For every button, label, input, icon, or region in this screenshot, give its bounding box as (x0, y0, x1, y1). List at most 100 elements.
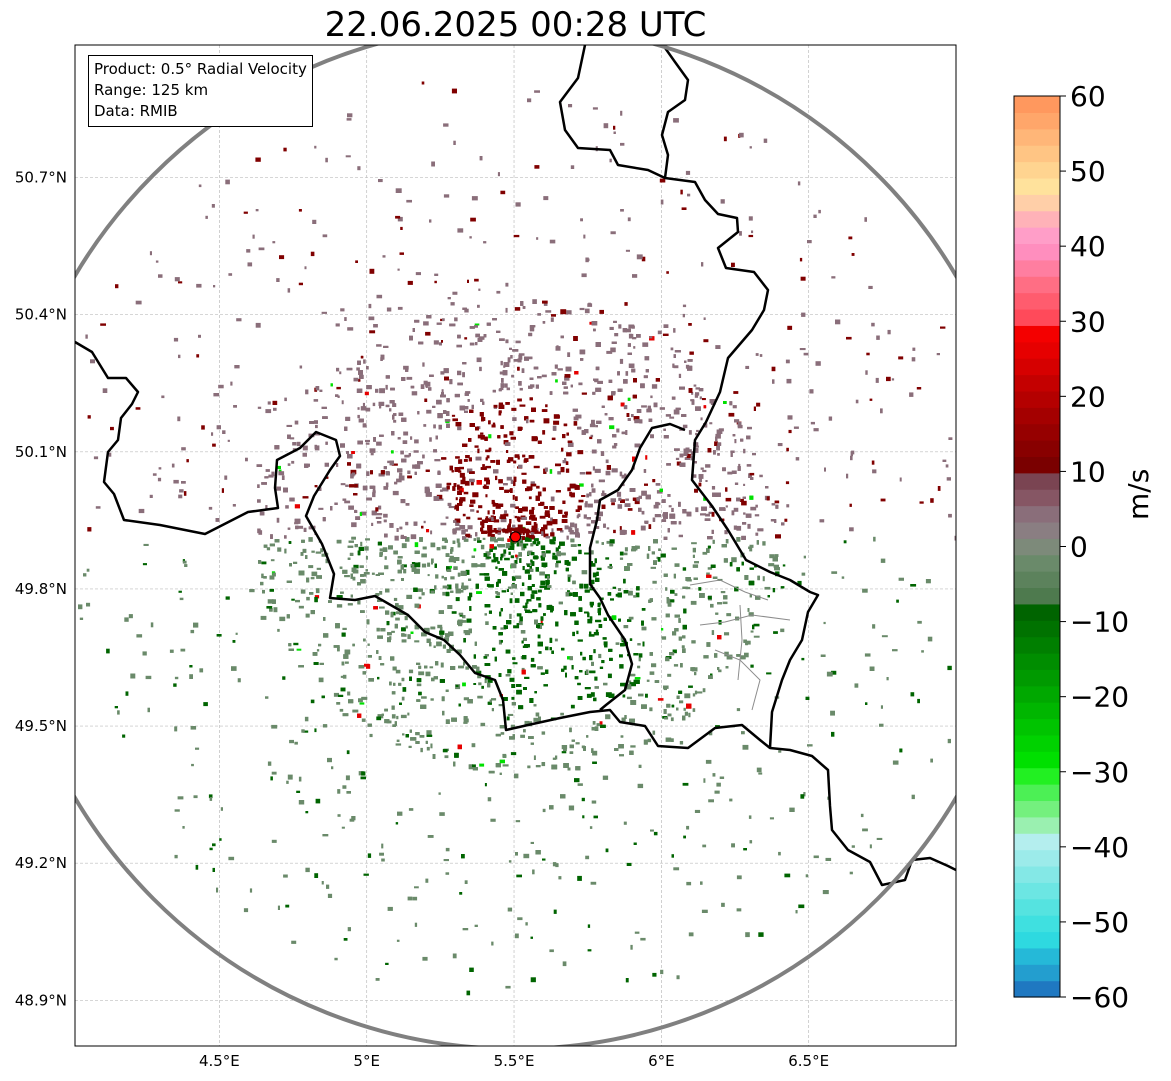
velocity-echo-cell (720, 591, 726, 594)
velocity-echo-cell (369, 448, 376, 453)
velocity-echo-cell (543, 563, 546, 568)
velocity-echo-cell (395, 669, 401, 674)
velocity-echo-cell (500, 514, 506, 519)
velocity-echo-cell (544, 467, 548, 472)
velocity-echo-cell (651, 617, 657, 621)
velocity-echo-cell (441, 389, 444, 392)
velocity-echo-cell (455, 684, 459, 687)
velocity-echo-cell (393, 682, 396, 686)
velocity-echo-cell (756, 540, 759, 545)
velocity-echo-cell (528, 534, 535, 539)
velocity-echo-cell (673, 867, 680, 871)
velocity-echo-cell (463, 459, 468, 462)
velocity-echo-cell (734, 586, 739, 592)
velocity-echo-cell (533, 465, 540, 469)
velocity-echo-cell (421, 81, 425, 85)
velocity-echo-cell (899, 748, 903, 753)
velocity-echo-cell (169, 649, 174, 653)
velocity-echo-cell (398, 412, 404, 416)
velocity-echo-cell (675, 407, 681, 410)
velocity-echo-cell (488, 770, 495, 774)
velocity-echo-cell (683, 453, 688, 456)
velocity-echo-cell (422, 546, 427, 550)
velocity-echo-cell (574, 371, 579, 375)
velocity-echo-cell (963, 489, 967, 492)
velocity-echo-cell (643, 739, 648, 745)
velocity-echo-cell (678, 636, 682, 641)
velocity-echo-cell (389, 681, 392, 686)
velocity-echo-cell (208, 794, 213, 799)
velocity-echo-cell (502, 370, 508, 376)
velocity-echo-cell (628, 363, 635, 368)
velocity-echo-cell (358, 546, 364, 551)
velocity-echo-cell (198, 184, 202, 188)
velocity-echo-cell (305, 613, 310, 618)
velocity-echo-cell (641, 256, 646, 262)
velocity-echo-cell (598, 611, 601, 616)
velocity-echo-cell (695, 507, 699, 513)
velocity-echo-cell (443, 410, 447, 414)
velocity-echo-cell (584, 503, 588, 508)
velocity-echo-cell (669, 513, 676, 519)
velocity-echo-cell (314, 873, 319, 878)
velocity-echo-cell (476, 591, 482, 594)
velocity-echo-cell (823, 621, 826, 625)
velocity-echo-cell (488, 420, 491, 425)
velocity-echo-cell (467, 279, 469, 283)
velocity-echo-cell (400, 226, 403, 230)
velocity-echo-cell (545, 550, 551, 554)
velocity-echo-cell (919, 501, 924, 504)
velocity-echo-cell (585, 855, 590, 860)
velocity-echo-cell (572, 580, 576, 585)
velocity-echo-cell (593, 328, 596, 332)
velocity-echo-cell (422, 454, 425, 459)
velocity-echo-cell (341, 632, 346, 637)
velocity-echo-cell (569, 483, 576, 489)
velocity-echo-cell (501, 378, 504, 383)
velocity-echo-cell (462, 513, 466, 517)
velocity-echo-cell (496, 459, 500, 465)
velocity-echo-cell (511, 374, 514, 378)
velocity-echo-cell (560, 712, 564, 716)
velocity-echo-cell (524, 720, 530, 726)
velocity-echo-cell (753, 406, 756, 411)
velocity-echo-cell (653, 504, 659, 509)
velocity-echo-cell (748, 815, 752, 819)
velocity-echo-cell (572, 631, 575, 637)
velocity-echo-cell (694, 448, 699, 453)
velocity-echo-cell (531, 517, 537, 521)
velocity-echo-cell (841, 576, 845, 579)
velocity-echo-cell (265, 696, 269, 699)
velocity-echo-cell (535, 543, 539, 546)
velocity-echo-cell (911, 794, 915, 800)
velocity-echo-cell (333, 692, 339, 697)
velocity-echo-cell (451, 611, 457, 614)
velocity-echo-cell (505, 307, 508, 313)
velocity-echo-cell (336, 463, 339, 467)
velocity-echo-cell (775, 534, 781, 539)
velocity-echo-cell (633, 378, 637, 383)
velocity-echo-cell (479, 763, 485, 767)
velocity-echo-cell (553, 420, 560, 425)
velocity-echo-cell (655, 502, 661, 506)
velocity-echo-cell (499, 371, 504, 375)
velocity-echo-cell (558, 509, 563, 514)
velocity-echo-cell (880, 498, 886, 502)
velocity-echo-cell (567, 440, 573, 443)
velocity-echo-cell (314, 595, 320, 599)
velocity-echo-cell (237, 678, 241, 683)
velocity-echo-cell (514, 598, 520, 603)
velocity-echo-cell (708, 799, 714, 803)
velocity-echo-cell (469, 326, 475, 329)
velocity-echo-cell (734, 419, 740, 423)
velocity-echo-cell (652, 580, 657, 584)
velocity-echo-cell (500, 557, 503, 561)
velocity-echo-cell (773, 631, 778, 634)
velocity-echo-cell (638, 653, 643, 658)
velocity-echo-cell (426, 730, 432, 735)
velocity-echo-cell (973, 456, 977, 461)
velocity-echo-cell (340, 687, 346, 692)
velocity-echo-cell (521, 669, 526, 675)
velocity-echo-cell (698, 482, 702, 487)
velocity-echo-cell (265, 505, 268, 510)
